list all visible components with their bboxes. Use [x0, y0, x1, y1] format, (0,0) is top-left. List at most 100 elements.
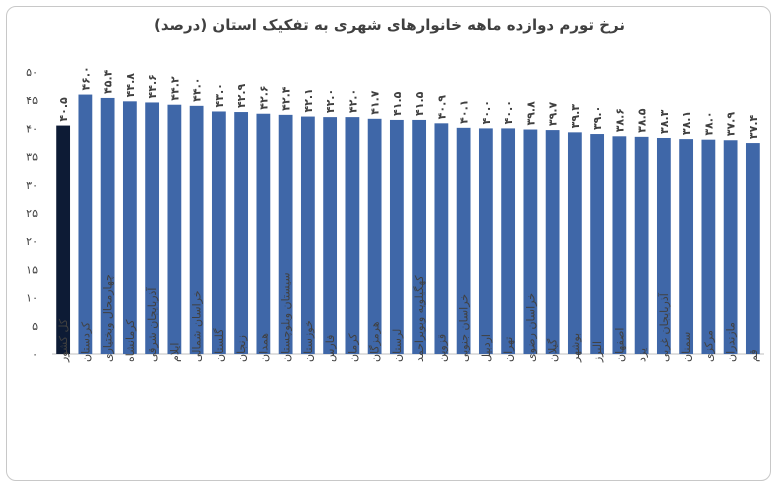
- x-tick-label: اردبیل: [480, 334, 493, 362]
- data-label: ۴۵.۴: [102, 69, 115, 94]
- bar: [679, 139, 694, 354]
- x-tick-label: سیستان وبلوچستان: [280, 272, 293, 362]
- data-label: ۳۷.۴: [747, 114, 760, 139]
- bar: [167, 104, 182, 354]
- data-label: ۴۰.۹: [435, 95, 448, 120]
- bar: [745, 143, 760, 354]
- data-label: ۳۷.۹: [725, 112, 738, 137]
- y-tick-label: ۵۰: [26, 66, 38, 79]
- x-tick-label: خوزستان: [302, 320, 315, 362]
- bar: [656, 137, 671, 354]
- bar: [100, 97, 115, 354]
- x-tick-label: ایلام: [168, 343, 181, 363]
- data-label: ۴۰.۰: [480, 100, 493, 124]
- y-tick-label: ۳۵: [26, 151, 38, 164]
- y-tick-label: ۲۰: [26, 235, 38, 248]
- x-tick-label: مازندران: [725, 322, 738, 362]
- y-tick-label: ۰: [32, 348, 38, 361]
- bar: [300, 116, 315, 354]
- bar: [456, 127, 471, 354]
- x-tick-label: کردستان: [79, 321, 92, 362]
- data-label: ۴۴.۰: [191, 78, 204, 102]
- data-label: ۴۲.۹: [235, 83, 248, 108]
- y-tick-label: ۲۵: [26, 207, 38, 220]
- data-label: ۳۸.۰: [702, 111, 715, 135]
- bar: [389, 119, 404, 354]
- x-tick-label: بوشهر: [569, 333, 582, 363]
- x-tick-label: خراسان شمالی: [191, 290, 204, 362]
- data-label: ۳۹.۳: [569, 104, 582, 129]
- data-label: ۴۰.۰: [502, 100, 515, 124]
- bar: [545, 130, 560, 354]
- data-label: ۴۳.۰: [213, 83, 226, 107]
- x-tick-label: گلستان: [213, 328, 226, 362]
- x-tick-label: آذربایجان شرقی: [145, 287, 159, 362]
- data-label: ۳۹.۸: [524, 101, 537, 126]
- x-tick-label: کرمان: [346, 333, 359, 362]
- x-tick-label: تهران: [502, 337, 515, 362]
- x-tick-label: خراسان جنوبی: [458, 294, 471, 362]
- y-tick-label: ۱۵: [26, 263, 38, 276]
- data-label: ۴۴.۲: [168, 76, 181, 101]
- x-tick-label: زنجان: [235, 335, 248, 362]
- data-label: ۴۲.۰: [324, 89, 337, 113]
- x-tick-label: کل کشور: [57, 318, 70, 363]
- bar: [211, 111, 226, 354]
- x-tick-label: سمنان: [680, 332, 693, 362]
- bar: [478, 128, 493, 354]
- bar: [701, 139, 716, 354]
- bar: [234, 112, 249, 354]
- data-label: ۴۰.۱: [458, 100, 471, 124]
- chart-title: نرخ تورم دوازده ماهه خانوارهای شهری به ت…: [154, 16, 625, 34]
- bar: [256, 113, 271, 355]
- y-tick-label: ۴۵: [26, 94, 38, 107]
- bar: [501, 128, 516, 354]
- data-label: ۳۸.۵: [636, 108, 649, 133]
- data-label: ۴۱.۵: [413, 91, 426, 116]
- x-tick-label: گیلان: [547, 338, 560, 362]
- bar: [122, 101, 137, 354]
- bar: [523, 129, 538, 354]
- x-tick-label: یزد: [636, 348, 649, 362]
- x-tick-label: همدان: [257, 333, 270, 362]
- x-tick-label: البرز: [591, 341, 604, 363]
- x-tick-label: کرمانشاه: [124, 319, 137, 362]
- data-label: ۴۶.۰: [79, 66, 92, 90]
- bar: [56, 125, 71, 354]
- bar: [590, 134, 605, 354]
- bar: [412, 119, 427, 354]
- y-tick-label: ۴۰: [26, 122, 38, 135]
- x-tick-label: قم: [747, 349, 760, 362]
- bar: [345, 117, 360, 355]
- bar: [323, 117, 338, 355]
- bar: [278, 114, 293, 354]
- x-tick-label: آذربایجان غربی: [657, 292, 671, 362]
- x-tick-label: قزوین: [435, 334, 448, 362]
- data-label: ۴۲.۱: [302, 88, 315, 112]
- data-label: ۳۹.۷: [547, 101, 560, 126]
- bar: [145, 102, 160, 355]
- data-label: ۳۸.۳: [658, 109, 671, 134]
- x-tick-label: هرمزگان: [369, 321, 382, 362]
- data-label: ۴۴.۶: [146, 74, 159, 98]
- y-tick-label: ۱۰: [26, 292, 38, 305]
- bar: [434, 123, 449, 354]
- data-label: ۴۴.۸: [124, 73, 137, 98]
- x-tick-label: چهارمحال وبختیاری: [102, 274, 115, 362]
- bar: [78, 94, 93, 354]
- bar: [367, 118, 382, 354]
- data-label: ۴۱.۵: [391, 91, 404, 116]
- x-tick-label: فارس: [324, 335, 337, 362]
- x-tick-label: لرستان: [391, 329, 404, 362]
- y-tick-label: ۵: [32, 320, 38, 333]
- x-tick-label: کهگیلویه وبویراحمد: [413, 275, 426, 362]
- bar: [723, 140, 738, 354]
- x-tick-label: مرکزی: [702, 330, 715, 362]
- x-tick-label: خراسان رضوی: [524, 293, 537, 362]
- data-label: ۳۸.۶: [613, 108, 626, 132]
- data-label: ۳۹.۰: [591, 106, 604, 130]
- bar: [612, 136, 627, 354]
- bar: [634, 136, 649, 354]
- data-label: ۴۲.۶: [257, 85, 270, 109]
